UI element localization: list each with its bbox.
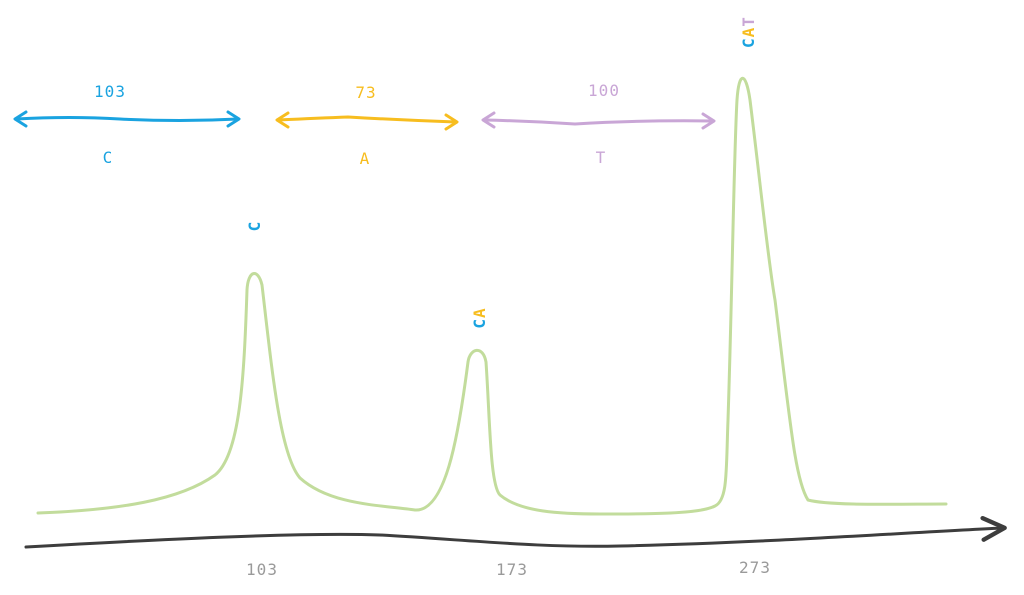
axis-tick-273: 273 [739,558,771,577]
chromatogram-trace [36,76,948,516]
segment-c-base: C [103,148,114,167]
segment-a-arrow [275,111,459,131]
segment-t-length: 100 [588,81,620,100]
svg-text:C: C [245,221,264,232]
x-axis-arrow [24,515,1007,549]
segment-a-base: A [360,149,371,168]
segment-t-arrow [481,111,716,130]
peak-ca-label: CA [470,307,489,328]
segment-c-arrow [13,110,241,128]
peak-c-label: C [245,221,264,232]
peak-cat-label: CAT [739,16,758,48]
axis-tick-173: 173 [496,560,528,579]
axis-tick-103: 103 [246,560,278,579]
segment-c-length: 103 [94,82,126,101]
svg-text:CAT: CAT [739,16,758,48]
segment-a-length: 73 [355,83,376,102]
svg-text:CA: CA [470,307,489,328]
segment-t-base: T [596,148,607,167]
